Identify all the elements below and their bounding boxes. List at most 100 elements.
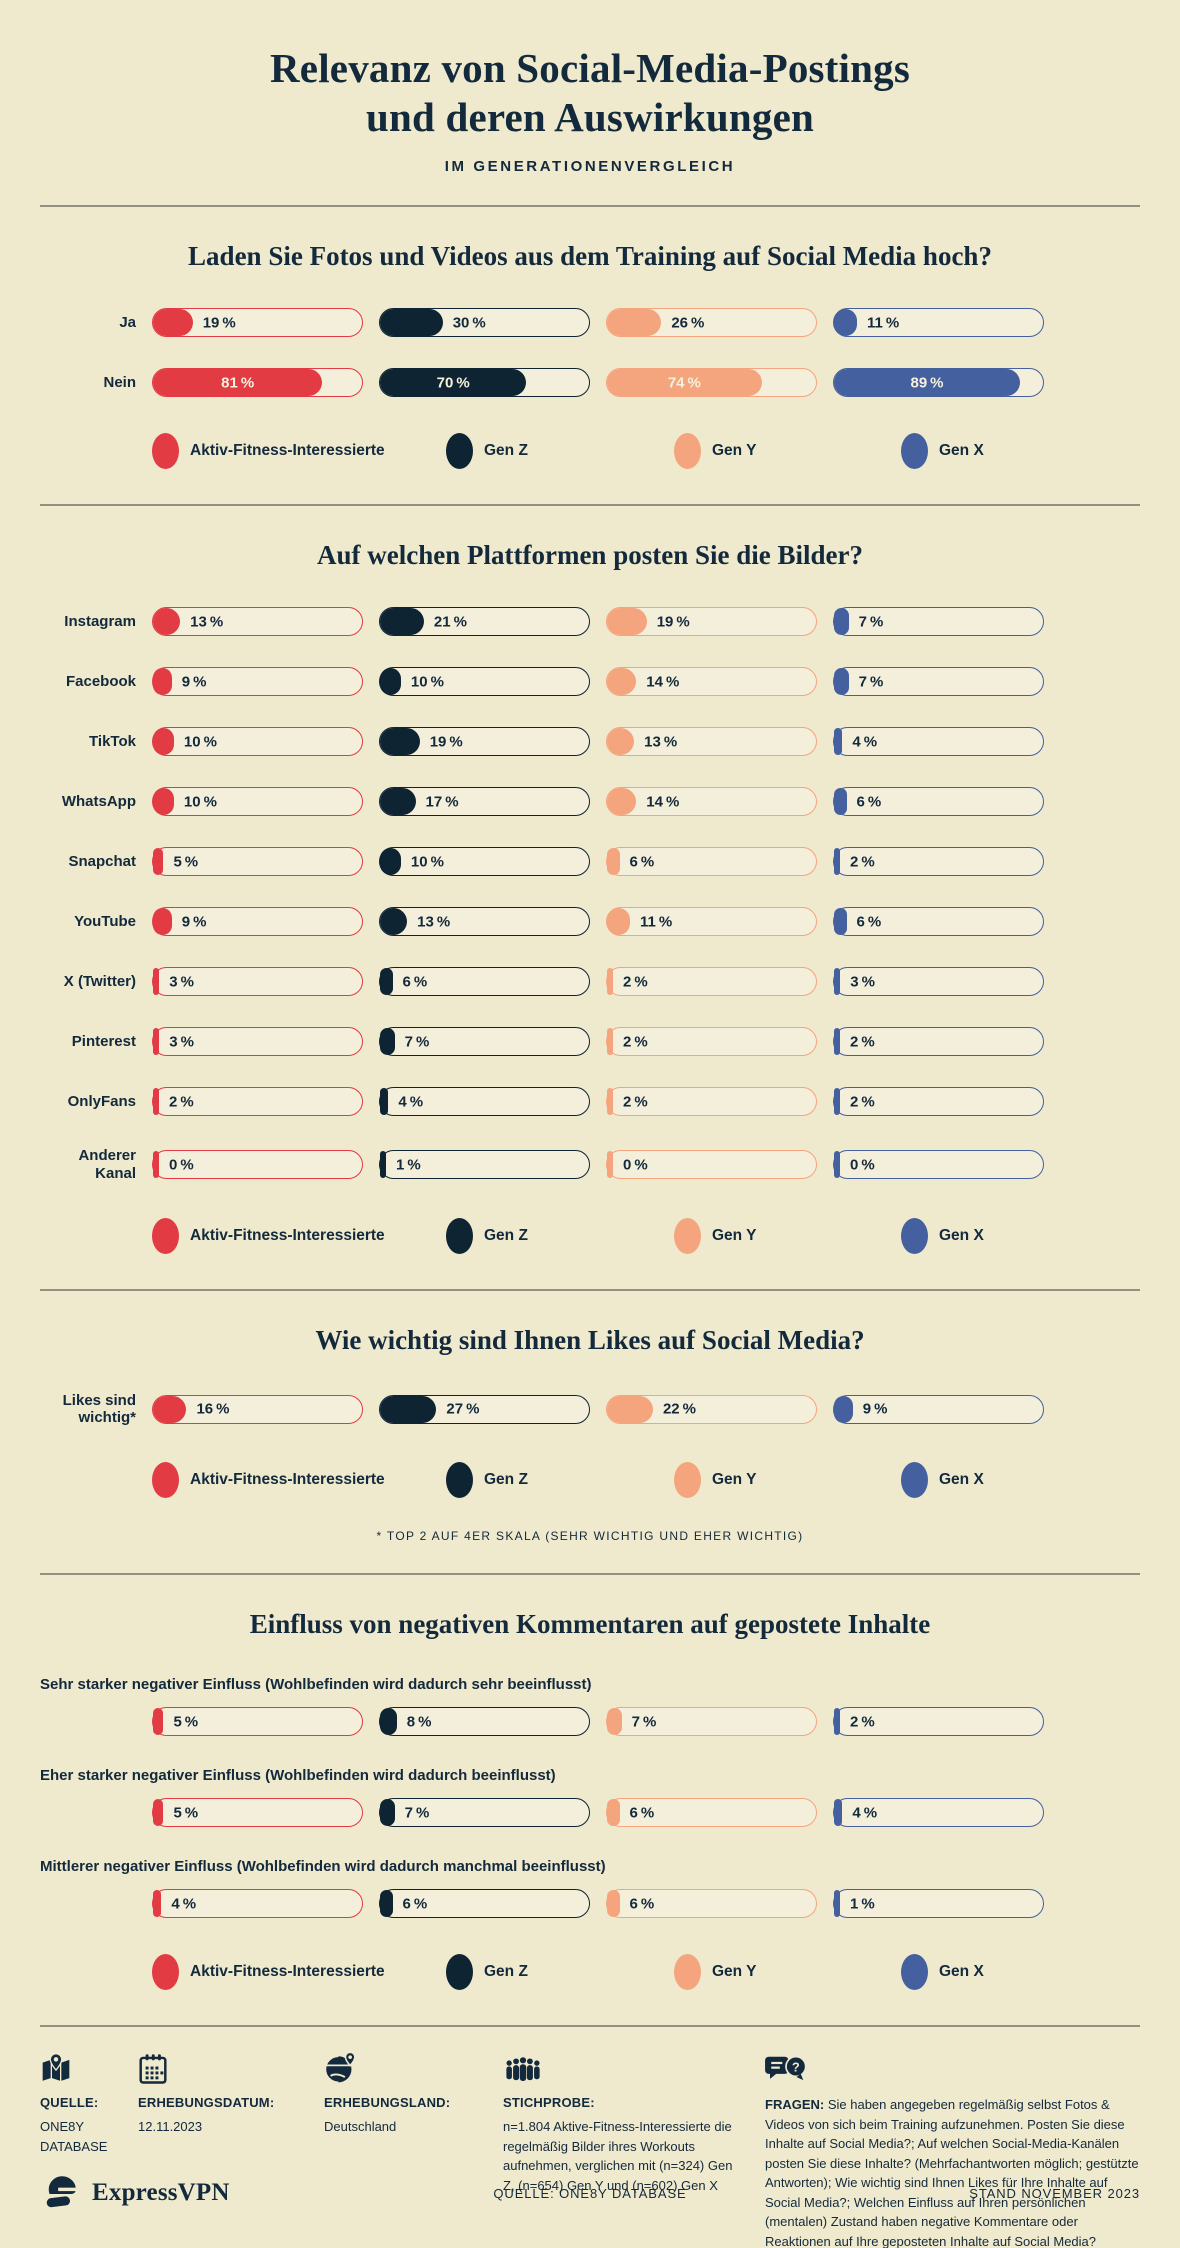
bar-fill [153, 1028, 160, 1056]
bar: 4 % [379, 1087, 590, 1117]
bar: 19 % [379, 727, 590, 757]
bar-fill [607, 369, 762, 397]
bar-fill [607, 668, 637, 696]
bar-fill [153, 908, 172, 936]
bar: 6 % [379, 1889, 590, 1919]
legend-item: Aktiv-Fitness-Interessierte [152, 1457, 385, 1503]
legend-item: Aktiv-Fitness-Interessierte [152, 1949, 385, 1995]
bar-value: 3 % [169, 1033, 194, 1051]
bar-value: 19 % [429, 733, 463, 751]
category-label: Mittlerer negativer Einfluss (Wohlbefind… [40, 1858, 606, 1876]
legend-label: Gen X [939, 1963, 984, 1981]
bar-fill [153, 369, 323, 397]
bar-value: 3 % [850, 973, 875, 991]
legend-item: Gen X [901, 1213, 984, 1259]
footer-body-stichprobe: n=1.804 Aktive-Fitness-Interessierte die… [503, 2119, 733, 2193]
sections: Laden Sie Fotos und Videos aus dem Train… [40, 205, 1140, 1995]
bar: 9 % [152, 907, 363, 937]
legend-item: Gen Z [446, 1213, 528, 1259]
bar-fill [380, 1890, 393, 1918]
legend: Aktiv-Fitness-Interessierte Gen Z Gen Y Gen… [40, 428, 1140, 474]
bar-row: Likes sind wichtig* 16 % 27 % 22 % 9 % [40, 1392, 1140, 1427]
legend-label: Aktiv-Fitness-Interessierte [190, 442, 385, 460]
bar-fill [153, 968, 160, 996]
legend-dot [446, 433, 473, 470]
bar-fill [153, 1708, 164, 1736]
bar: 11 % [606, 907, 817, 937]
legend-dot [674, 433, 701, 470]
bar-row: WhatsApp 10 % 17 % 14 % 6 % [40, 787, 1140, 817]
bar-value: 7 % [858, 613, 884, 631]
legend-label: Gen Y [712, 1471, 757, 1489]
bar-fill [153, 848, 164, 876]
bar-value: 81 % [221, 374, 255, 392]
bar-value: 14 % [646, 793, 680, 811]
bar-row: Pinterest 3 % 7 % 2 % 2 % [40, 1027, 1140, 1057]
bar-row: 4 % 6 % 6 % 1 % [40, 1889, 1140, 1919]
bar: 13 % [606, 727, 817, 757]
legend-label: Gen X [939, 1226, 984, 1244]
legend-item: Gen Z [446, 428, 528, 474]
bar-value: 3 % [169, 973, 194, 991]
bar-row: OnlyFans 2 % 4 % 2 % 2 % [40, 1087, 1140, 1117]
bar-value: 16 % [196, 1400, 230, 1418]
bar: 5 % [152, 1707, 363, 1737]
bar-value: 4 % [852, 733, 878, 751]
bar-value: 9 % [181, 913, 207, 931]
bar-row: TikTok 10 % 19 % 13 % 4 % [40, 727, 1140, 757]
bar-value: 2 % [623, 973, 648, 991]
bar-value: 1 % [850, 1895, 875, 1913]
bar: 4 % [833, 727, 1044, 757]
bar-fill [834, 848, 840, 876]
bar-fill [380, 1028, 395, 1056]
row-label: Pinterest [71, 1033, 136, 1051]
bar-fill [834, 1028, 840, 1056]
bar-value: 2 % [623, 1033, 648, 1051]
bar-fill [834, 608, 849, 636]
legend-label: Gen X [939, 1471, 984, 1489]
bar: 3 % [833, 967, 1044, 997]
legend-dot [674, 1217, 701, 1254]
legend-label: Gen Y [712, 1963, 757, 1981]
bar-value: 70 % [436, 374, 470, 392]
legend-label: Gen Y [712, 1226, 757, 1244]
bar-fill [834, 1890, 840, 1918]
bar-value: 2 % [850, 853, 875, 871]
bar: 2 % [833, 1027, 1044, 1057]
bar: 3 % [152, 1027, 363, 1057]
row-label: OnlyFans [67, 1093, 136, 1111]
legend-dot [901, 1217, 928, 1254]
bar-row: Anderer Kanal 0 % 1 % 0 % 0 % [40, 1147, 1140, 1182]
bar-fill [834, 1395, 853, 1423]
bar-value: 7 % [858, 673, 884, 691]
bar: 4 % [833, 1798, 1044, 1828]
bar: 1 % [379, 1150, 590, 1180]
bar-fill [607, 1799, 620, 1827]
footer-body-erhebungsland: Deutschland [324, 2119, 397, 2135]
legend-item: Gen X [901, 1457, 984, 1503]
svg-text:?: ? [792, 2060, 800, 2075]
legend-item: Gen Y [674, 428, 757, 474]
bottom-source: QUELLE: ONE8Y DATABASE [493, 2185, 687, 2201]
bar-value: 27 % [446, 1400, 480, 1418]
row-label: WhatsApp [61, 793, 136, 811]
bar-value: 6 % [629, 853, 655, 871]
category-label: Eher starker negativer Einfluss (Wohlbef… [40, 1767, 556, 1785]
bar: 2 % [833, 1087, 1044, 1117]
row-label: TikTok [89, 733, 136, 751]
bar-fill [607, 608, 647, 636]
bar-value: 10 % [410, 853, 444, 871]
bar: 6 % [606, 847, 817, 877]
bar: 10 % [152, 727, 363, 757]
legend-item: Gen Z [446, 1949, 528, 1995]
bar-value: 9 % [862, 1400, 888, 1418]
bar-value: 0 % [850, 1156, 875, 1174]
footer-col-erhebungsdatum: ERHEBUNGSDATUM: 12.11.2023 [138, 2051, 310, 2137]
bar-value: 1 % [396, 1156, 421, 1174]
bar: 14 % [606, 787, 817, 817]
footer-col-fragen: ? FRAGEN: Sie haben angegeben regelmäßig… [765, 2051, 1145, 2248]
bar-row: Instagram 13 % 21 % 19 % 7 % [40, 607, 1140, 637]
section-title: Einfluss von negativen Kommentaren auf g… [249, 1609, 931, 1640]
bar: 27 % [379, 1394, 590, 1424]
bar-fill [607, 788, 637, 816]
